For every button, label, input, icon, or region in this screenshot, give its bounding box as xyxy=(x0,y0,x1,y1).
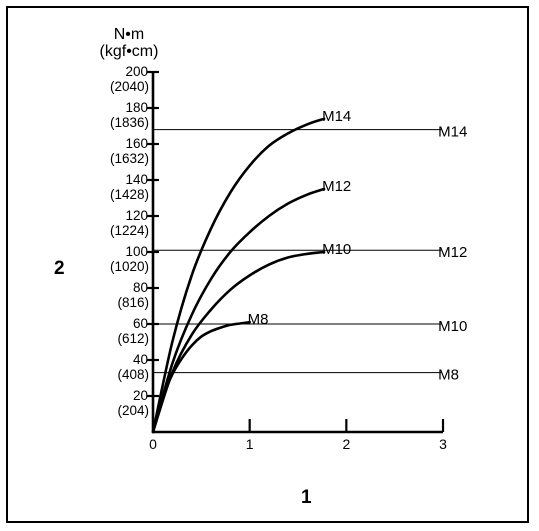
y-tick-sub-label: (2040) xyxy=(110,79,149,94)
y-unit-sub-label: (kgf•cm) xyxy=(100,43,159,60)
y-tick-label: 40 xyxy=(133,352,148,367)
x-tick-label: 1 xyxy=(246,436,254,452)
y-tick-sub-label: (1632) xyxy=(110,151,149,166)
curve-label-m14: M14 xyxy=(322,108,351,125)
y-tick-sub-label: (1428) xyxy=(110,187,149,202)
curve-label-m10: M10 xyxy=(322,241,351,258)
y-tick-sub-label: (1020) xyxy=(110,259,149,274)
x-tick-label: 0 xyxy=(149,436,157,452)
curve-label-m8: M8 xyxy=(248,311,269,328)
curve-label-m12: M12 xyxy=(322,178,351,195)
y-tick-sub-label: (1836) xyxy=(110,115,149,130)
x-axis-title: 1 xyxy=(301,487,312,508)
curve-m10 xyxy=(151,250,326,434)
y-tick-sub-label: (204) xyxy=(117,403,149,418)
y-tick-label: 140 xyxy=(125,172,148,187)
reference-label-m14: M14 xyxy=(438,124,467,141)
y-tick-label: 20 xyxy=(133,388,148,403)
y-tick-label: 60 xyxy=(133,316,148,331)
y-tick-label: 160 xyxy=(125,136,148,151)
reference-label-m10: M10 xyxy=(438,318,467,335)
reference-label-m12: M12 xyxy=(438,244,467,261)
y-tick-label: 120 xyxy=(125,208,148,223)
y-tick-sub-label: (408) xyxy=(117,367,149,382)
y-tick-label: 80 xyxy=(133,280,148,295)
x-tick-label: 2 xyxy=(342,436,350,452)
y-tick-label: 200 xyxy=(125,64,148,79)
y-tick-label: 100 xyxy=(125,244,148,259)
x-tick-label: 3 xyxy=(439,436,447,452)
y-tick-sub-label: (1224) xyxy=(110,223,149,238)
y-unit-label: N•m xyxy=(114,26,144,43)
curve-m12 xyxy=(151,187,326,434)
curve-m14 xyxy=(151,117,326,434)
y-tick-sub-label: (612) xyxy=(117,331,149,346)
y-tick-sub-label: (816) xyxy=(117,295,149,310)
y-tick-label: 180 xyxy=(125,100,148,115)
y-axis-title: 2 xyxy=(54,258,65,279)
reference-label-m8: M8 xyxy=(438,367,459,384)
figure-frame xyxy=(6,6,529,523)
